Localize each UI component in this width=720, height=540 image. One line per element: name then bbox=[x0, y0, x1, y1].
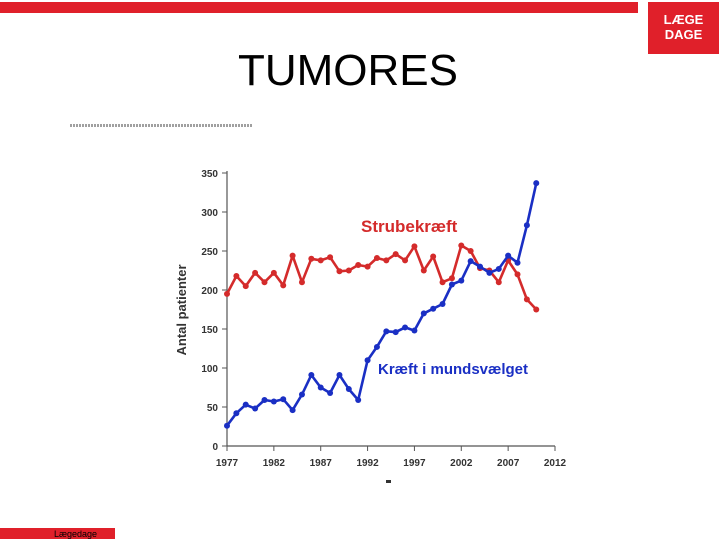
data-point bbox=[242, 401, 249, 408]
data-point bbox=[467, 248, 474, 254]
data-point bbox=[514, 271, 521, 278]
y-axis-label: Antal patienter bbox=[174, 264, 189, 355]
data-point bbox=[383, 328, 390, 335]
logo-line-1: LÆGE bbox=[648, 2, 719, 28]
data-point bbox=[317, 384, 324, 391]
data-point bbox=[373, 255, 380, 262]
data-point bbox=[383, 257, 390, 264]
footer-accent-bar bbox=[0, 528, 115, 539]
data-point bbox=[289, 252, 296, 259]
data-point bbox=[364, 263, 371, 270]
data-point bbox=[430, 305, 437, 312]
x-tick-label: 2012 bbox=[544, 458, 567, 469]
data-point bbox=[252, 269, 259, 276]
data-point bbox=[523, 222, 530, 229]
slide-title: TUMORES bbox=[238, 46, 458, 95]
data-point bbox=[242, 283, 249, 290]
data-point bbox=[448, 275, 455, 282]
chart-series bbox=[224, 180, 540, 429]
x-tick-label: 1987 bbox=[310, 458, 333, 469]
data-point bbox=[270, 398, 277, 405]
data-point bbox=[495, 279, 502, 286]
data-point bbox=[233, 410, 240, 417]
chart-axes bbox=[226, 171, 555, 447]
data-point bbox=[364, 357, 371, 364]
data-point bbox=[308, 372, 315, 379]
x-tick-label: 2002 bbox=[450, 458, 473, 469]
data-point bbox=[486, 269, 493, 276]
data-point bbox=[327, 389, 334, 396]
x-tick-label: 2007 bbox=[497, 458, 520, 469]
x-tick-label: 1982 bbox=[263, 458, 286, 469]
data-point bbox=[373, 343, 380, 350]
data-point bbox=[477, 263, 484, 270]
data-point bbox=[467, 258, 474, 265]
data-point bbox=[327, 254, 334, 261]
data-point bbox=[317, 257, 324, 264]
data-point bbox=[458, 242, 465, 249]
data-point bbox=[439, 301, 446, 308]
x-tick-label: 1977 bbox=[216, 458, 239, 469]
data-point bbox=[224, 290, 230, 297]
data-point bbox=[430, 253, 437, 260]
y-tick-label: 0 bbox=[212, 442, 218, 453]
data-point bbox=[280, 396, 287, 403]
x-tick-label: 1992 bbox=[356, 458, 379, 469]
y-tick-label: 350 bbox=[201, 169, 218, 180]
data-point bbox=[420, 310, 427, 317]
data-point bbox=[355, 396, 362, 403]
series-line-0 bbox=[225, 244, 538, 311]
data-point bbox=[336, 372, 343, 379]
data-point bbox=[345, 386, 352, 393]
laegedage-logo: LÆGE DAGE bbox=[648, 2, 719, 54]
faint-caption-remnant bbox=[70, 124, 253, 127]
data-point bbox=[411, 327, 418, 334]
y-tick-label: 100 bbox=[201, 364, 218, 375]
series-label-kraeft-i-mundsvaelget: Kræft i mundsvælget bbox=[378, 361, 528, 378]
data-point bbox=[505, 252, 512, 259]
faint-mark bbox=[386, 480, 391, 483]
data-point bbox=[392, 251, 399, 258]
series-line-1 bbox=[225, 182, 538, 427]
data-point bbox=[420, 267, 427, 274]
data-point bbox=[392, 329, 399, 336]
data-point bbox=[533, 306, 540, 313]
data-point bbox=[280, 282, 287, 289]
data-point bbox=[448, 281, 455, 288]
data-point bbox=[252, 405, 259, 412]
data-point bbox=[533, 180, 540, 187]
y-tick-label: 250 bbox=[201, 247, 218, 258]
data-point bbox=[298, 391, 305, 398]
data-point bbox=[495, 265, 502, 272]
data-point bbox=[261, 279, 268, 286]
data-point bbox=[308, 255, 315, 262]
data-point bbox=[411, 243, 418, 250]
data-point bbox=[270, 269, 277, 276]
data-point bbox=[439, 279, 446, 286]
y-tick-label: 200 bbox=[201, 286, 218, 297]
data-point bbox=[402, 324, 409, 331]
data-point bbox=[458, 277, 465, 284]
series-label-strubekraeft: Strubekræft bbox=[361, 217, 458, 236]
data-point bbox=[289, 407, 296, 414]
data-point bbox=[261, 396, 268, 403]
data-point bbox=[514, 259, 521, 266]
data-point bbox=[336, 268, 343, 275]
y-tick-label: 300 bbox=[201, 208, 218, 219]
data-point bbox=[298, 279, 305, 286]
data-point bbox=[355, 262, 362, 269]
y-tick-label: 50 bbox=[207, 403, 219, 414]
data-point bbox=[402, 257, 409, 264]
x-tick-label: 1997 bbox=[403, 458, 426, 469]
y-tick-label: 150 bbox=[201, 325, 218, 336]
data-point bbox=[224, 422, 230, 429]
chart-ticks: 0 50 100 150 200 250 300 350 1977 1982 1987 1992 199… bbox=[201, 169, 566, 469]
data-point bbox=[233, 272, 240, 279]
data-point bbox=[523, 296, 530, 303]
logo-line-2: DAGE bbox=[648, 28, 719, 54]
top-accent-bar bbox=[0, 2, 638, 13]
data-point bbox=[345, 267, 352, 274]
footer-text: Lægedage bbox=[54, 529, 98, 539]
